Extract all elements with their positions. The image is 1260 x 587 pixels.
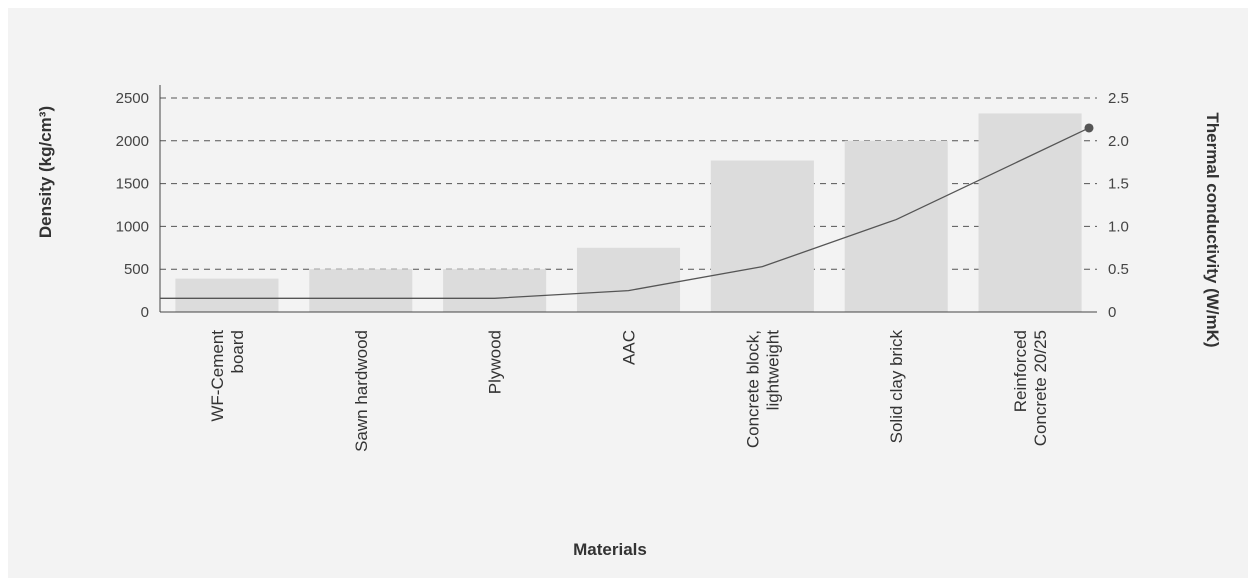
y-tick-label: 1000 bbox=[116, 218, 149, 235]
y2-axis-title: Thermal conductivity (W/mK) bbox=[1203, 112, 1222, 347]
y-tick-label: 2000 bbox=[116, 133, 149, 150]
category-label: AAC bbox=[620, 330, 639, 365]
y-tick-label: 1500 bbox=[116, 176, 149, 193]
thermal-series-line bbox=[160, 127, 1090, 299]
grid-lines bbox=[160, 97, 1097, 270]
y-tick-label: 2500 bbox=[116, 90, 149, 107]
y-axis-title: Density (kg/cm³) bbox=[36, 106, 55, 238]
density-bar bbox=[443, 269, 547, 312]
category-label: Solid clay brick bbox=[887, 330, 906, 444]
category-label: lightweight bbox=[763, 330, 782, 411]
tick-labels: 0 500 1000 1500 2000 2500 0 0.5 1.0 1.5 2.0 2.5 bbox=[116, 90, 1129, 321]
x-axis-title: Materials bbox=[573, 540, 647, 559]
category-label: Concrete 20/25 bbox=[1031, 330, 1050, 446]
density-bar bbox=[710, 160, 814, 312]
y2-tick-label: 2.0 bbox=[1108, 133, 1129, 150]
y2-tick-label: 0 bbox=[1108, 304, 1116, 321]
y2-tick-label: 1.5 bbox=[1108, 176, 1129, 193]
density-bar bbox=[309, 269, 413, 312]
category-labels: WF-Cement board Sawn hardwood Plywood AAC Con… bbox=[208, 330, 1050, 452]
thermal-line bbox=[160, 123, 1094, 299]
y-tick-label: 500 bbox=[124, 261, 149, 278]
y2-tick-label: 1.0 bbox=[1108, 218, 1129, 235]
category-label: Plywood bbox=[486, 330, 505, 394]
y2-tick-label: 2.5 bbox=[1108, 90, 1129, 107]
category-label: Reinforced bbox=[1011, 330, 1030, 412]
density-bar bbox=[576, 247, 681, 312]
density-bar bbox=[175, 278, 279, 312]
category-label: board bbox=[228, 330, 247, 373]
density-bar bbox=[844, 140, 948, 312]
y-tick-label: 0 bbox=[141, 304, 149, 321]
category-label: Sawn hardwood bbox=[352, 330, 371, 452]
category-label: Concrete block, bbox=[743, 330, 762, 448]
thermal-end-marker bbox=[1084, 123, 1094, 133]
density-bar bbox=[978, 113, 1082, 313]
bars bbox=[175, 113, 1082, 313]
y2-tick-label: 0.5 bbox=[1108, 261, 1129, 278]
category-label: WF-Cement bbox=[208, 330, 227, 422]
